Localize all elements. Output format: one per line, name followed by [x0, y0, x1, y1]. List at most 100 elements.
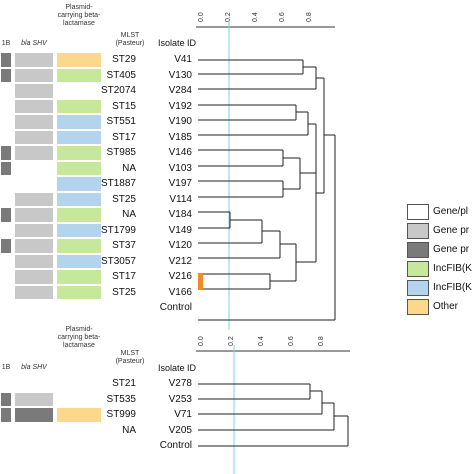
- isolate-label: V184: [168, 209, 192, 220]
- isolate-label: V166: [168, 286, 192, 298]
- top_panel-cell-col2: [14, 253, 54, 269]
- isolate-label: V130: [168, 69, 192, 81]
- top_panel-cell-col2: [14, 191, 54, 207]
- bottom-branch-1: [198, 383, 322, 400]
- legend-swatch: [407, 261, 429, 277]
- legend-item: IncFIB(K: [407, 280, 474, 296]
- top_panel-cell-col1: [0, 67, 12, 83]
- isolate-label: V197: [168, 178, 192, 189]
- mlst-label: ST2074: [100, 85, 136, 96]
- isolate-label: V253: [168, 393, 192, 405]
- isolate-label: V103: [168, 162, 192, 174]
- legend-item: Gene/pl: [407, 204, 474, 220]
- top_panel-cell-col1: [0, 176, 12, 192]
- mlst-label: ST999: [106, 409, 136, 420]
- mlst-label: NA: [122, 209, 136, 220]
- top_panel-cell-col1: [0, 253, 12, 269]
- top_panel-cell-col1: [0, 145, 12, 161]
- bottom-col1-header: 1B: [1, 364, 11, 371]
- mlst-label: ST985: [106, 147, 136, 158]
- isolate-label: Control: [159, 440, 192, 451]
- top-branch-9: [198, 231, 296, 259]
- top_panel-cell-col3: [56, 284, 102, 300]
- legend-label: Gene pr: [433, 244, 470, 255]
- legend-item: Gene pr: [407, 242, 474, 258]
- top_panel-cell-col3: [56, 176, 102, 192]
- bottom_panel-cell-col2: [14, 376, 54, 392]
- bottom-control: [198, 416, 349, 447]
- top_panel-cell-col2: [14, 222, 54, 238]
- top_panel-cell-col2: [14, 83, 54, 99]
- bottom_panel-cell-col1: [0, 391, 12, 407]
- legend-item: Gene pr: [407, 223, 474, 239]
- top-branch-6: [198, 158, 316, 198]
- bottom-branch-3: [198, 403, 348, 431]
- bottom_panel-cell-col1: [0, 407, 12, 423]
- isolate-label: V212: [168, 255, 192, 267]
- top-col2-header-text: bla SHV: [21, 40, 47, 47]
- top_panel-cell-col2: [14, 238, 54, 254]
- legend-label: IncFIB(K: [433, 282, 472, 293]
- isolate-label: V192: [168, 100, 192, 112]
- top_panel-cell-col1: [0, 160, 12, 176]
- isolate-label: V71: [174, 409, 192, 420]
- top-branch-1: [198, 59, 316, 75]
- top_panel-cell-col1: [0, 191, 12, 207]
- top-col2-header: bla SHV: [14, 40, 54, 48]
- top_panel-cell-col3: [56, 114, 102, 130]
- top_panel-cell-col1: [0, 114, 12, 130]
- top_panel-cell-col2: [14, 114, 54, 130]
- bottom-col2-header: bla SHV: [14, 364, 54, 372]
- top_panel-cell-col3: [56, 269, 102, 285]
- bottom-col2-header-text: bla SHV: [21, 364, 47, 371]
- top_panel-cell-col2: [14, 207, 54, 223]
- bottom_panel-cell-col3: [56, 376, 102, 392]
- top_panel-cell-col1: [0, 83, 12, 99]
- bottom_panel-cell-col2: [14, 407, 54, 423]
- legend-item: IncFIB(K: [407, 261, 474, 277]
- isolate-label: V190: [168, 116, 192, 127]
- bottom-branch-2: [198, 391, 334, 415]
- mlst-label: ST17: [112, 271, 136, 282]
- isolate-label: V146: [168, 147, 192, 158]
- top_panel-cell-col2: [14, 52, 54, 68]
- legend-label: IncFIB(K: [433, 263, 472, 274]
- top_panel-cell-col3: [56, 253, 102, 269]
- top-mlst-header: MLST (Pasteur): [115, 32, 145, 47]
- top-branch-8: [198, 220, 280, 244]
- mlst-label: NA: [122, 162, 136, 174]
- isolate-label: Control: [159, 302, 192, 313]
- top_panel-cell-col3: [56, 83, 102, 99]
- legend-label: Other: [433, 301, 459, 312]
- top_panel-cell-col2: [14, 284, 54, 300]
- top-branch-7: [198, 211, 262, 229]
- bottom_panel-cell-col2: [14, 422, 54, 438]
- top_panel-cell-col1: [0, 207, 12, 223]
- isolate-label: V114: [169, 193, 192, 205]
- top_panel-cell-col1: [0, 222, 12, 238]
- mlst-label: NA: [122, 424, 136, 436]
- top-orange-marker: [198, 273, 203, 290]
- isolate-label: V185: [168, 131, 192, 143]
- bottom-mlst-header: MLST (Pasteur): [115, 350, 145, 365]
- top_panel-cell-col1: [0, 98, 12, 114]
- mlst-label: ST551: [106, 116, 136, 127]
- isolate-label: V284: [168, 85, 192, 96]
- legend-item: Other: [407, 299, 474, 315]
- mlst-label: ST25: [112, 193, 136, 205]
- top_panel-cell-col3: [56, 98, 102, 114]
- top_panel-cell-col2: [14, 129, 54, 145]
- top-branch-3: [198, 104, 308, 121]
- bottom-isolate-header: Isolate ID: [157, 363, 196, 373]
- top-branch-4: [198, 112, 316, 136]
- top_panel-cell-col3: [56, 129, 102, 145]
- top-col3-header: Plasmid-carrying beta-lactamase: [57, 4, 101, 27]
- bottom-col3-header: Plasmid-carrying beta-lactamase: [57, 326, 101, 349]
- bottom-tree: [198, 383, 349, 447]
- bottom_panel-cell-col2: [14, 391, 54, 407]
- top_panel-cell-col2: [14, 269, 54, 285]
- mlst-label: ST25: [112, 286, 136, 298]
- top_panel-cell-col3: [56, 52, 102, 68]
- top_panel-cell-col1: [0, 52, 12, 68]
